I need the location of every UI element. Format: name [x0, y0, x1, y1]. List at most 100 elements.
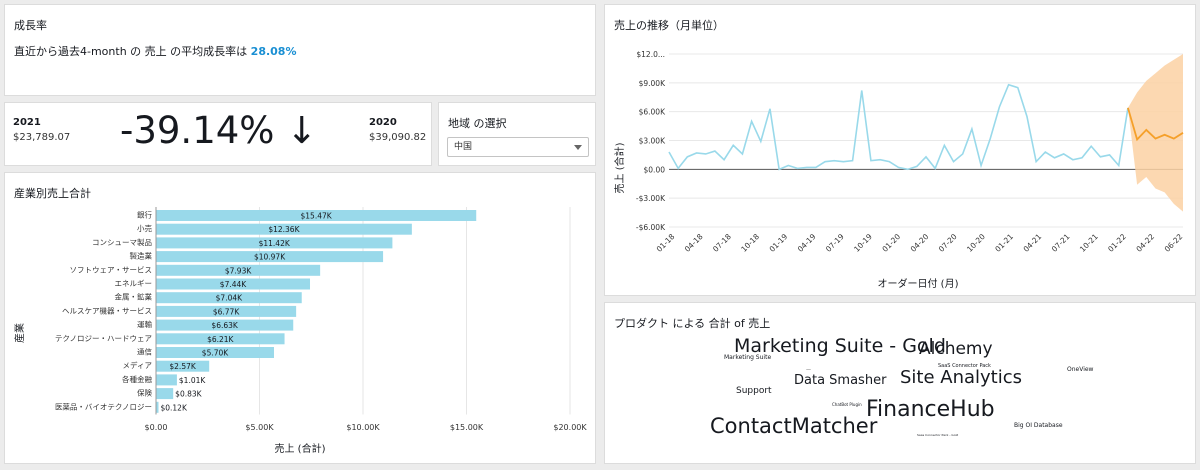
bar	[156, 292, 302, 304]
category-label: メディア	[123, 360, 152, 370]
industry-sales-card: 産業別売上合計 $0.00 $5.00K $10.00K $15.00K $20.00K…	[4, 172, 596, 464]
category-label: ヘルスケア機器・サービス	[62, 305, 152, 315]
bar	[156, 223, 412, 235]
kpi-card: 2021 $23,789.07 -39.14% ↓ 2020 $39,090.8…	[4, 102, 432, 166]
x-tick-label: $15.00K	[450, 423, 484, 432]
x-tick-label: 04-21	[1022, 232, 1044, 254]
bar	[156, 360, 210, 372]
x-tick-label: 10-19	[852, 232, 874, 254]
y-tick-label: $3.00K	[639, 137, 666, 146]
x-tick-label: 10-18	[739, 232, 761, 254]
kpi-change: -39.14% ↓	[120, 109, 318, 152]
word-marketing-suite[interactable]: Marketing Suite	[724, 354, 772, 361]
y-tick-label: -$3.00K	[636, 194, 666, 203]
x-tick-label: 07-20	[937, 232, 959, 254]
y-tick-label: $6.00K	[639, 108, 666, 117]
bar-value-label: $15.47K	[301, 212, 333, 221]
y-tick-label: -$6.00K	[636, 223, 666, 232]
y-tick-label: $12.0...	[636, 50, 665, 59]
word-data-smasher[interactable]: Data Smasher	[794, 373, 887, 388]
bar	[156, 347, 274, 358]
word-small-dash[interactable]: —	[806, 367, 811, 373]
bar-value-label: $0.83K	[175, 390, 202, 399]
bar	[156, 264, 321, 276]
bar-value-label: $7.04K	[216, 294, 243, 303]
category-label: 各種金融	[122, 374, 152, 384]
bar-value-label: $6.77K	[213, 307, 240, 316]
x-tick-label: 10-21	[1078, 232, 1100, 254]
trend-title: 売上の推移（月単位）	[614, 19, 724, 32]
word-saas-connector-pack-gold[interactable]: Saas Connector Pack - Gold	[917, 433, 959, 437]
x-tick-label: 07-19	[824, 232, 846, 254]
category-label: エネルギー	[115, 279, 153, 288]
x-tick-label: $20.00K	[553, 423, 587, 432]
bar-value-label: $1.01K	[179, 376, 206, 385]
bar	[156, 374, 177, 386]
word-saas-connector-pack[interactable]: SaaS Connector Pack	[938, 363, 991, 369]
bar-value-label: $7.44K	[220, 280, 247, 289]
word-contactmatcher[interactable]: ContactMatcher	[710, 414, 878, 438]
y-tick-label: $0.00	[644, 165, 666, 174]
bar	[156, 401, 159, 413]
category-label: 金属・鉱業	[115, 292, 153, 302]
word-financehub[interactable]: FinanceHub	[866, 397, 995, 422]
category-label: 通信	[137, 347, 152, 357]
x-tick-label: $0.00	[145, 423, 168, 432]
x-tick-label: 01-21	[993, 232, 1015, 254]
growth-rate-card: 成長率 直近から過去4-month の 売上 の平均成長率は 28.08%	[4, 4, 596, 96]
word-oneview[interactable]: OneView	[1067, 366, 1094, 373]
sales-trend-card: 売上の推移（月単位） $12.0... $9.00K $6.00K $3.00K $0.…	[604, 4, 1196, 296]
word-support[interactable]: Support	[736, 386, 772, 396]
x-tick-label: 04-22	[1134, 232, 1156, 254]
word-marketing-suite-gold[interactable]: Marketing Suite - Gold	[734, 335, 946, 357]
region-selected-value: 中国	[454, 142, 473, 152]
category-label: ソフトウェア・サービス	[70, 265, 153, 274]
product-word-cloud-card: プロダクト による 合計 of 売上 Marketing Suite - Gol…	[604, 302, 1196, 464]
y-axis-title: 売上 (合計)	[613, 142, 626, 193]
word-big-oi-database[interactable]: Big OI Database	[1014, 422, 1063, 429]
category-label: テクノロジー・ハードウェア	[55, 334, 152, 343]
bar-value-label: $0.12K	[160, 403, 187, 412]
y-tick-label: $9.00K	[639, 79, 666, 88]
growth-title: 成長率	[14, 19, 47, 32]
bar-value-label: $11.42K	[259, 239, 291, 248]
bar	[156, 305, 297, 317]
bar-value-label: $10.97K	[254, 253, 286, 262]
current-year: 2021	[13, 117, 41, 128]
bar	[156, 251, 384, 263]
x-tick-label: 10-20	[965, 232, 987, 254]
growth-rate-value: 28.08%	[250, 45, 297, 58]
bar	[156, 237, 393, 249]
x-tick-label: $10.00K	[346, 423, 380, 432]
region-filter-card: 地域 の選択 中国	[438, 102, 596, 166]
region-select[interactable]: 中国	[447, 137, 589, 157]
bar-value-label: $12.36K	[268, 225, 300, 234]
category-label: コンシューマ製品	[92, 237, 152, 247]
x-tick-label: 01-20	[880, 232, 902, 254]
x-tick-label: 06-22	[1163, 232, 1185, 254]
industry-bar-chart: $0.00 $5.00K $10.00K $15.00K $20.00K 銀行 $15.47…	[13, 207, 587, 455]
current-value: $23,789.07	[13, 132, 71, 143]
category-label: 製造業	[130, 251, 153, 261]
bar-value-label: $5.70K	[202, 349, 229, 358]
x-tick-label: 01-19	[768, 232, 790, 254]
category-label: 銀行	[137, 210, 152, 220]
prior-year: 2020	[369, 117, 397, 128]
x-axis-title: 売上 (合計)	[275, 442, 326, 455]
word-site-analytics[interactable]: Site Analytics	[900, 367, 1023, 388]
x-axis-title: オーダー日付 (月)	[878, 277, 959, 290]
growth-sentence: 直近から過去4-month の 売上 の平均成長率は 28.08%	[14, 43, 297, 59]
word-alchemy[interactable]: Alchemy	[919, 339, 993, 359]
x-tick-label: 04-18	[683, 232, 705, 254]
actual-series-line	[668, 83, 1129, 171]
category-label: 医薬品・バイオテクノロジー	[55, 401, 152, 411]
word-chatbot-plugin[interactable]: ChatBot Plugin	[832, 402, 862, 407]
industry-title: 産業別売上合計	[14, 187, 91, 200]
x-tick-label: 01-18	[655, 232, 677, 254]
bar	[156, 210, 477, 221]
bar	[156, 388, 174, 400]
bar-value-label: $6.21K	[207, 335, 234, 344]
x-tick-label: 01-22	[1106, 232, 1128, 254]
bar	[156, 333, 285, 345]
bar-value-label: $7.93K	[225, 266, 252, 275]
